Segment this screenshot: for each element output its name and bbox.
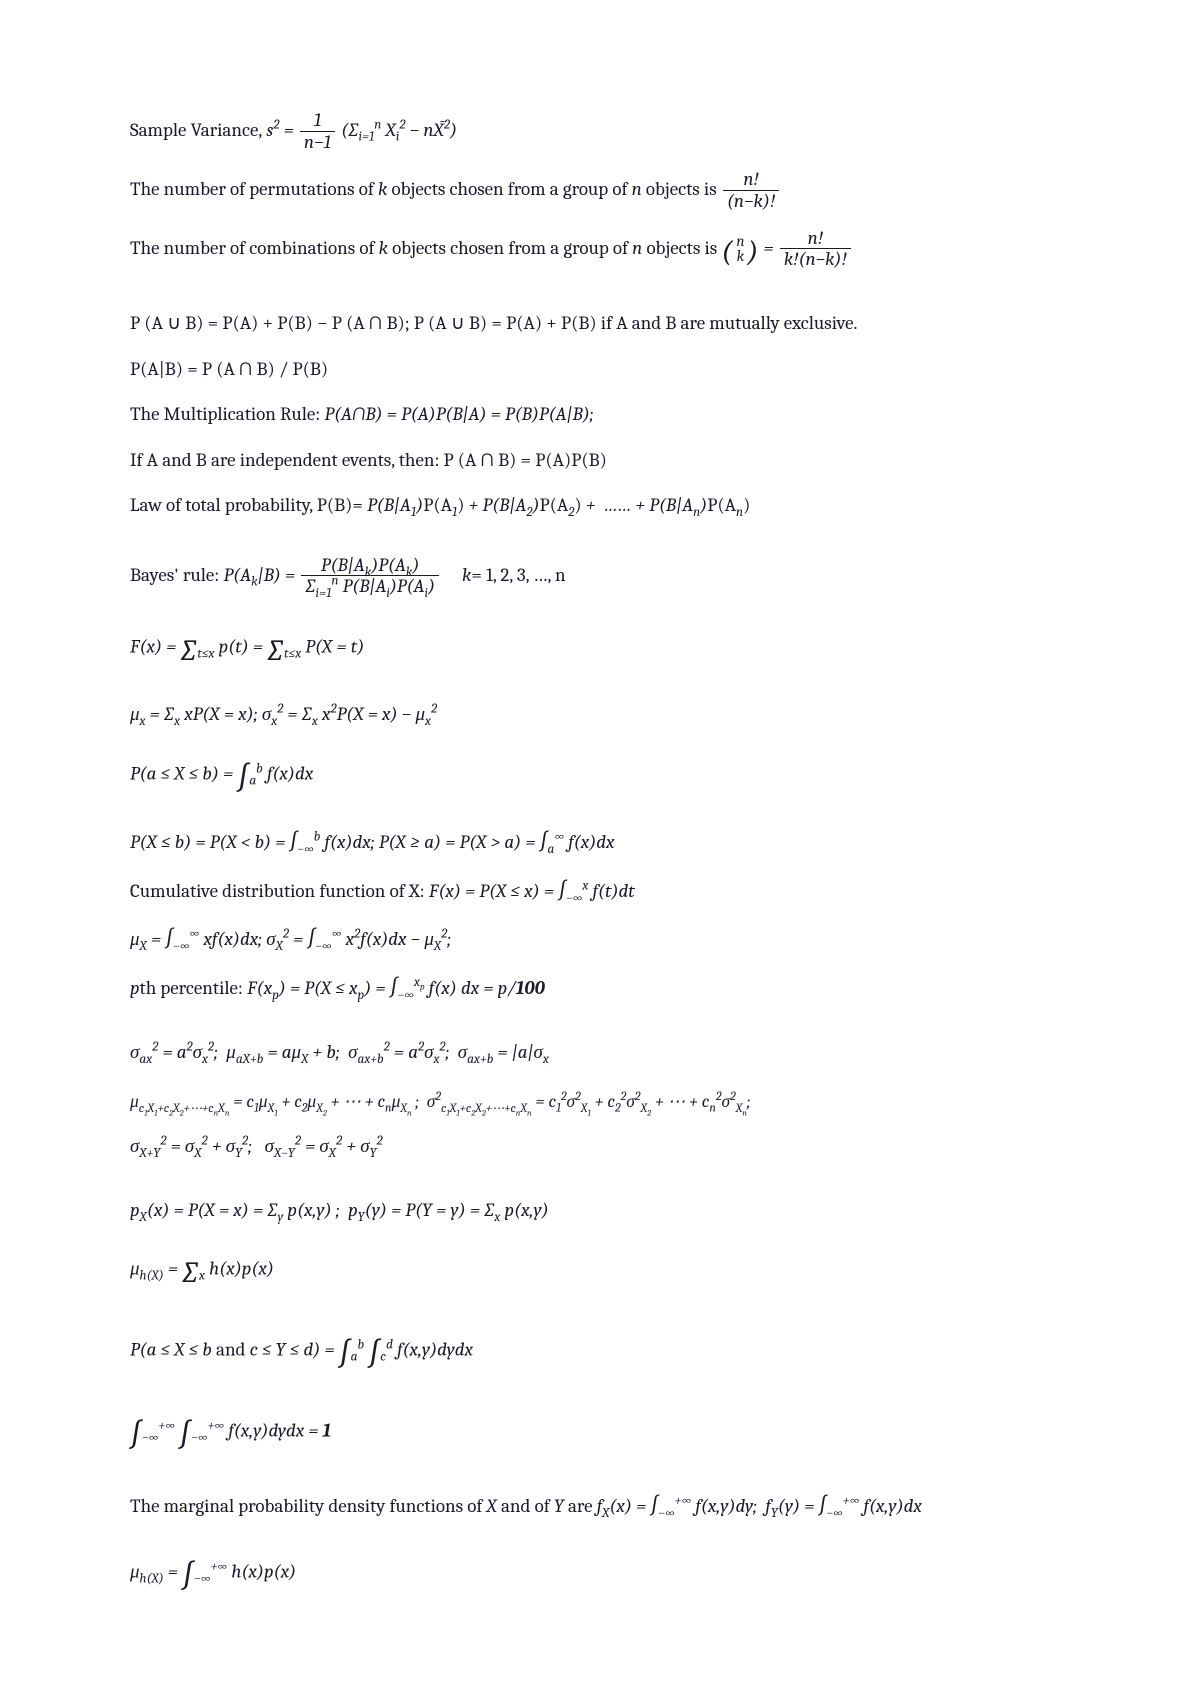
formula-tail-probs: P(X ≤ b) = P(X < b) = ∫−∞b f(x)dx; P(X ≥…	[130, 826, 1070, 858]
formula-marginals-cont: The marginal probability density functio…	[130, 1490, 1070, 1522]
formula-cont-moments: μX = ∫−∞∞ xf(x)dx; σX2 = ∫−∞∞ x2f(x)dx −…	[130, 923, 1070, 955]
formula-discrete-moments: μx = ∑x xP(X = x); σx2 = ∑x x2P(X = x) −…	[130, 700, 1070, 729]
formula-sheet-page: Sample Variance, s2 = 1n−1 (∑i=1n Xi2 − …	[0, 0, 1200, 1685]
formula-addition-rule: P (A ∪ B) = P(A) + P(B) − P (A ∩ B); P (…	[130, 309, 1070, 338]
formula-expected-h-discrete: μh(X) = ∑x h(x)p(x)	[130, 1241, 1070, 1306]
formula-bayes: Bayes' rule: P(Ak|B) = P(B|Ak)P(Ak) ∑i=1…	[130, 555, 1070, 598]
formula-joint-interval: P(a ≤ X ≤ b and c ≤ Y ≤ d) = ∫ab ∫cd f(x…	[130, 1322, 1070, 1387]
formula-cdf-sum: F(x) = ∑t≤x p(t) = ∑t≤x P(X = t)	[130, 619, 1070, 684]
formula-combinations: The number of combinations of k objects …	[130, 228, 1070, 276]
formula-linear-var: σax2 = a2σx2; μaX+b = aμX + b; σax+b2 = …	[130, 1038, 1070, 1067]
formula-marginals-discrete: pX(x) = P(X = x) = ∑y p(x,y) ; pY(y) = P…	[130, 1196, 1070, 1225]
formula-interval-prob: P(a ≤ X ≤ b) = ∫ab f(x)dx	[130, 746, 1070, 811]
formula-conditional: P(A|B) = P (A ∩ B) / P(B)	[130, 355, 1070, 384]
formula-multiplication-rule: The Multiplication Rule: P(A∩B) = P(A)P(…	[130, 400, 1070, 429]
formula-sum-diff-var: σX+Y2 = σX2 + σY2; σX−Y2 = σX2 + σY2	[130, 1132, 1070, 1161]
formula-linear-combo: μc1X1+c2X2+⋯+cnXn = c1μX1 + c2μX2 + ⋯ + …	[130, 1089, 1070, 1116]
formula-cdf-integral: Cumulative distribution function of X: F…	[130, 875, 1070, 907]
formula-sample-variance: Sample Variance, s2 = 1n−1 (∑i=1n Xi2 − …	[130, 110, 1070, 153]
formula-expected-h-cont: μh(X) = ∫−∞+∞ h(x)p(x)	[130, 1544, 1070, 1609]
formula-permutations: The number of permutations of k objects …	[130, 169, 1070, 212]
formula-percentile: pth percentile: F(xp) = P(X ≤ xp) = ∫−∞x…	[130, 972, 1070, 1004]
formula-independence: If A and B are independent events, then:…	[130, 446, 1070, 475]
formula-total-probability: Law of total probability, P(B)= P(B|A1)P…	[130, 491, 1070, 520]
formula-joint-total: ∫−∞+∞ ∫−∞+∞ f(x,y)dydx = 1	[130, 1403, 1070, 1468]
